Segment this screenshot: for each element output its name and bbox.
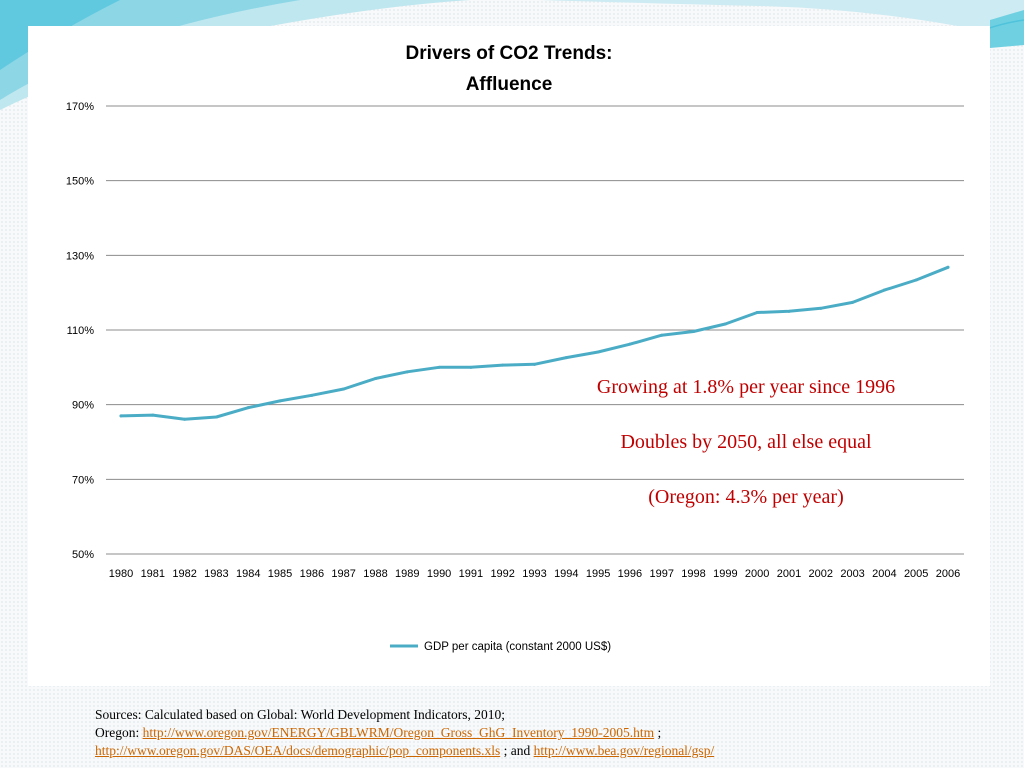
data-point [151, 413, 155, 417]
data-point [437, 365, 441, 369]
x-tick-label: 1996 [618, 568, 642, 580]
oregon-population-link[interactable]: http://www.oregon.gov/DAS/OEA/docs/demog… [95, 743, 501, 758]
x-tick-label: 1989 [395, 568, 419, 580]
x-tick-label: 1981 [141, 568, 165, 580]
data-point [564, 356, 568, 360]
data-point [278, 399, 282, 403]
data-point [533, 362, 536, 366]
x-tick-label: 1987 [331, 568, 355, 580]
oregon-inventory-link[interactable]: http://www.oregon.gov/ENERGY/GBLWRM/Oreg… [142, 725, 655, 740]
x-tick-label: 1982 [172, 568, 196, 580]
x-tick-label: 2000 [745, 568, 769, 580]
y-tick-label: 130% [66, 250, 94, 262]
data-point [246, 406, 250, 410]
x-tick-label: 1992 [490, 568, 514, 580]
y-tick-label: 170% [66, 101, 94, 113]
x-tick-label: 1985 [268, 568, 292, 580]
annotation-1: Growing at 1.8% per year since 1996 [597, 376, 895, 398]
data-point [946, 265, 950, 269]
x-tick-label: 2001 [777, 568, 801, 580]
x-tick-label: 2005 [904, 568, 928, 580]
x-tick-label: 2003 [840, 568, 864, 580]
chart-title-line-1: Drivers of CO2 Trends: [406, 43, 613, 64]
data-point [501, 363, 505, 367]
x-tick-label: 1999 [713, 568, 737, 580]
x-tick-label: 1991 [459, 568, 483, 580]
data-point [119, 414, 123, 418]
chart-title-line-2: Affluence [466, 74, 553, 95]
x-tick-label: 1998 [681, 568, 705, 580]
x-tick-label: 1984 [236, 568, 260, 580]
data-point [214, 415, 218, 419]
data-point [628, 342, 632, 346]
y-tick-label: 110% [67, 325, 95, 337]
x-tick-label: 1993 [522, 568, 546, 580]
x-tick-label: 1990 [427, 568, 451, 580]
sources-line-3: http://www.oregon.gov/DAS/OEA/docs/demog… [95, 742, 995, 760]
data-point [469, 365, 473, 369]
data-point [723, 322, 727, 326]
y-tick-label: 90% [72, 400, 94, 412]
data-point [660, 333, 664, 337]
x-tick-label: 1980 [109, 568, 133, 580]
data-point [405, 370, 409, 374]
annotation-3: (Oregon: 4.3% per year) [648, 486, 843, 508]
x-tick-label: 2006 [936, 568, 960, 580]
legend-label: GDP per capita (constant 2000 US$) [424, 641, 611, 653]
data-point [787, 309, 791, 313]
data-point [755, 310, 759, 314]
sources-line-2: Oregon: http://www.oregon.gov/ENERGY/GBL… [95, 724, 995, 742]
data-point [692, 329, 696, 333]
x-tick-label: 2004 [872, 568, 896, 580]
x-tick-label: 1983 [204, 568, 228, 580]
annotation-2: Doubles by 2050, all else equal [620, 431, 871, 453]
separator-1: ; [654, 725, 662, 740]
x-tick-label: 2002 [809, 568, 833, 580]
y-tick-label: 50% [72, 549, 94, 561]
y-tick-label: 70% [72, 474, 94, 486]
data-point [851, 300, 855, 304]
data-point [882, 288, 886, 292]
sources-note: Sources: Calculated based on Global: Wor… [95, 706, 995, 760]
data-point [819, 306, 823, 310]
data-point [596, 350, 600, 354]
bea-gsp-link[interactable]: http://www.bea.gov/regional/gsp/ [533, 743, 715, 758]
sources-line-1: Sources: Calculated based on Global: Wor… [95, 707, 505, 722]
separator-2: ; and [500, 743, 534, 758]
data-point [373, 377, 377, 381]
data-point [183, 417, 187, 421]
data-point [310, 393, 314, 397]
y-tick-label: 150% [66, 176, 94, 188]
data-point [342, 387, 346, 391]
chart-card: Drivers of CO2 Trends: Affluence 50% 70% 90… [28, 26, 990, 686]
line-chart: Drivers of CO2 Trends: Affluence 50% 70% 90… [66, 43, 964, 653]
x-tick-label: 1995 [586, 568, 610, 580]
x-tick-label: 1997 [649, 568, 673, 580]
x-tick-label: 1986 [300, 568, 324, 580]
oregon-label: Oregon: [95, 725, 143, 740]
data-point [914, 278, 918, 282]
x-tick-label: 1994 [554, 568, 578, 580]
x-tick-label: 1988 [363, 568, 387, 580]
